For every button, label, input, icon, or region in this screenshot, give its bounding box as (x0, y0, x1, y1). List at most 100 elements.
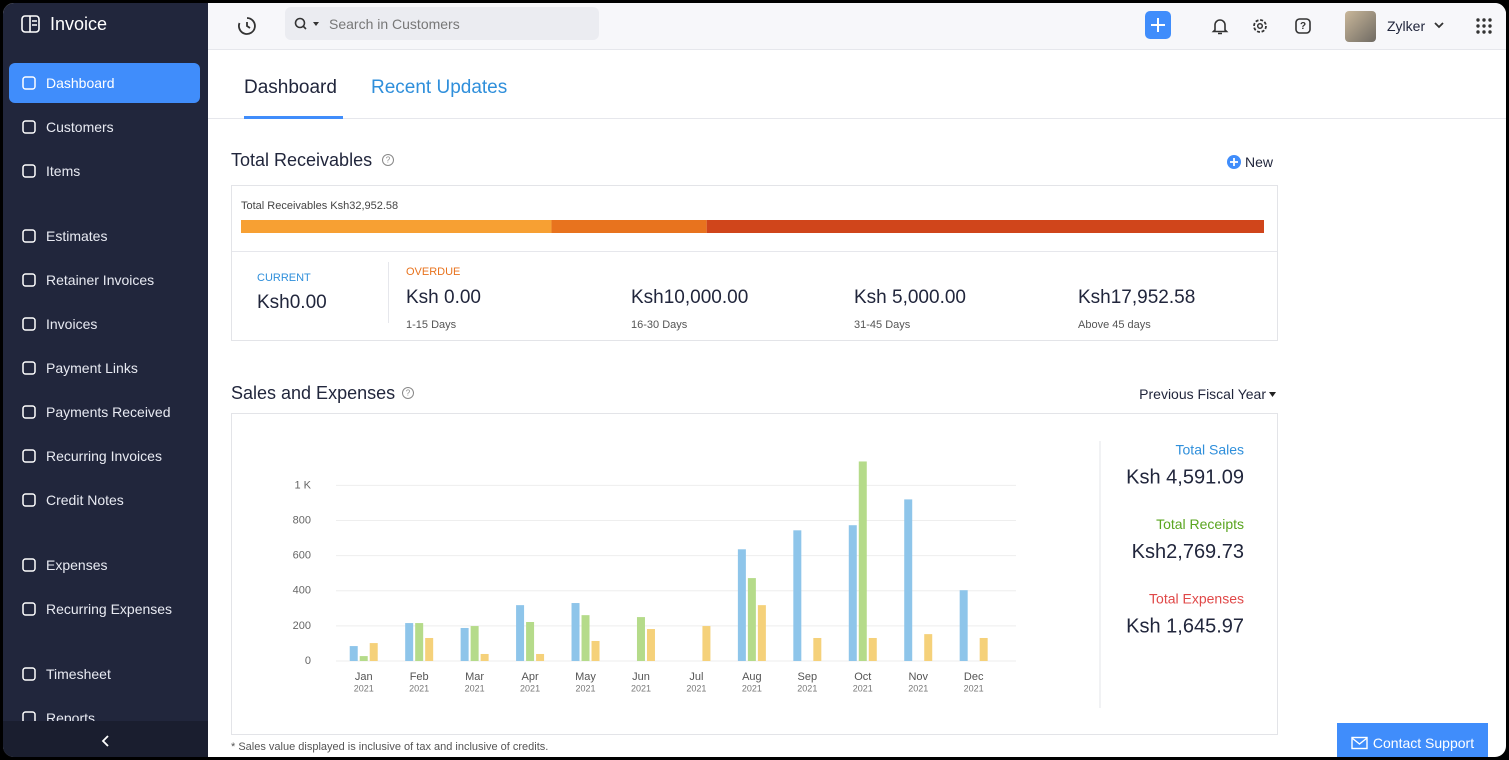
divider (388, 262, 389, 323)
nav-label[interactable]: Retainer Invoices (46, 272, 155, 288)
x-tick-sublabel: 2021 (797, 683, 817, 693)
footnote: * Sales value displayed is inclusive of … (231, 741, 549, 753)
new-button[interactable]: New (1227, 154, 1273, 170)
bar (924, 634, 933, 661)
brand-name: Invoice (50, 13, 108, 34)
user-caret[interactable] (1433, 21, 1445, 31)
tab-underline (244, 116, 343, 119)
nav-label[interactable]: Invoices (46, 316, 98, 332)
nav-item[interactable]: Recurring Invoices (9, 436, 200, 476)
bar (868, 637, 877, 661)
x-tick-sublabel: 2021 (686, 683, 706, 693)
nav-icon (22, 317, 36, 331)
nav-label[interactable]: Payments Received (46, 404, 171, 420)
period-select[interactable]: Previous Fiscal Year (1103, 386, 1278, 402)
nav-label[interactable]: Recurring Invoices (46, 448, 162, 464)
x-tick-label: Dec (964, 671, 984, 683)
help-icon[interactable]: ? (381, 153, 397, 169)
user-name[interactable]: Zylker (1387, 18, 1426, 34)
nav-icon (22, 361, 36, 375)
bar-label: Total Receivables (241, 200, 328, 212)
nav-label[interactable]: Recurring Expenses (46, 601, 173, 617)
x-tick-sublabel: 2021 (520, 683, 540, 693)
collapse-bar[interactable] (3, 721, 208, 757)
add-icon (1151, 18, 1165, 32)
nav-label[interactable]: Payment Links (46, 360, 138, 376)
bucket-amount: Ksh17,952.58 (1078, 287, 1196, 308)
nav-item[interactable]: Payments Received (9, 392, 200, 432)
tab-active[interactable]: Dashboard (244, 77, 337, 98)
support-label[interactable]: Contact Support (1372, 735, 1475, 751)
nav-item[interactable]: Timesheet (9, 654, 200, 694)
bar (636, 617, 645, 661)
nav-item[interactable]: Invoices (9, 304, 200, 344)
bucket-amount: Ksh10,000.00 (631, 287, 749, 308)
brand: Invoice (20, 13, 107, 35)
bar (858, 461, 867, 661)
nav-item[interactable]: Payment Links (9, 348, 200, 388)
bar (757, 605, 766, 661)
bar (571, 603, 580, 661)
nav-label[interactable]: Credit Notes (46, 492, 124, 508)
avatar[interactable] (1345, 11, 1376, 42)
add-button[interactable] (1145, 11, 1171, 39)
bucket-range: Above 45 days (1078, 319, 1151, 331)
x-tick-sublabel: 2021 (631, 683, 651, 693)
nav-icon (22, 667, 36, 681)
y-tick-label: 0 (305, 655, 311, 667)
legend-label: Total Sales (1176, 442, 1244, 458)
period-label[interactable]: Previous Fiscal Year (1139, 386, 1266, 402)
total-value: Ksh2,769.73 (1132, 541, 1244, 563)
y-tick-label: 800 (293, 514, 311, 526)
x-tick-sublabel: 2021 (354, 683, 374, 693)
chart-card: 0 200 400 600 800 1 K Jan 2021 Feb 2021 Mar 2021 Apr… (231, 413, 1278, 735)
new-label[interactable]: New (1245, 154, 1274, 170)
svg-text:?: ? (1300, 21, 1306, 32)
nav-item[interactable]: Credit Notes (9, 480, 200, 520)
new-icon (1227, 155, 1241, 169)
divider (232, 251, 1277, 252)
x-tick-label: Oct (854, 671, 871, 683)
bar (526, 622, 535, 661)
y-tick-label: 400 (293, 585, 311, 597)
legend-label: Total Receipts (1156, 516, 1244, 532)
nav-item[interactable]: Items (9, 151, 200, 191)
recent-icon[interactable] (236, 15, 258, 37)
bucket-amount: Ksh 0.00 (406, 287, 481, 308)
nav-label[interactable]: Timesheet (46, 666, 111, 682)
bar (793, 530, 802, 661)
nav-item[interactable]: Estimates (9, 216, 200, 256)
support-button[interactable]: Contact Support (1337, 723, 1488, 757)
nav-label[interactable]: Expenses (46, 557, 108, 573)
help-icon[interactable]: ? (401, 386, 417, 402)
search-box[interactable]: Search in Customers (285, 7, 599, 40)
bar (979, 637, 988, 661)
nav-item[interactable]: Retainer Invoices (9, 260, 200, 300)
apps-icon[interactable] (1475, 17, 1495, 37)
svg-text:?: ? (386, 156, 391, 165)
bar (702, 626, 711, 661)
tab[interactable]: Recent Updates (371, 77, 508, 98)
nav-icon (22, 273, 36, 287)
bar-total: Ksh32,952.58 (330, 200, 399, 212)
bar-segment (241, 220, 552, 233)
nav-item[interactable]: Recurring Expenses (9, 589, 200, 629)
nav-item[interactable]: Expenses (9, 545, 200, 585)
x-tick-label: Aug (742, 671, 762, 683)
nav-item[interactable]: Customers (9, 107, 200, 147)
nav-item[interactable]: Dashboard (9, 63, 200, 103)
nav-label[interactable]: Customers (46, 119, 114, 135)
collapse-icon[interactable] (99, 733, 113, 749)
top-icons[interactable]: ? (1208, 15, 1328, 37)
bucket-range: 31-45 Days (854, 319, 911, 331)
bucket-range: 16-30 Days (631, 319, 688, 331)
x-tick-label: May (575, 671, 596, 683)
search-icon (294, 17, 319, 30)
nav-label[interactable]: Estimates (46, 228, 108, 244)
x-tick-sublabel: 2021 (465, 683, 485, 693)
nav-label[interactable]: Items (46, 163, 81, 179)
bar (369, 643, 378, 661)
mail-icon (1351, 736, 1368, 750)
x-tick-label: Apr (522, 671, 539, 683)
nav-label[interactable]: Dashboard (46, 75, 115, 91)
